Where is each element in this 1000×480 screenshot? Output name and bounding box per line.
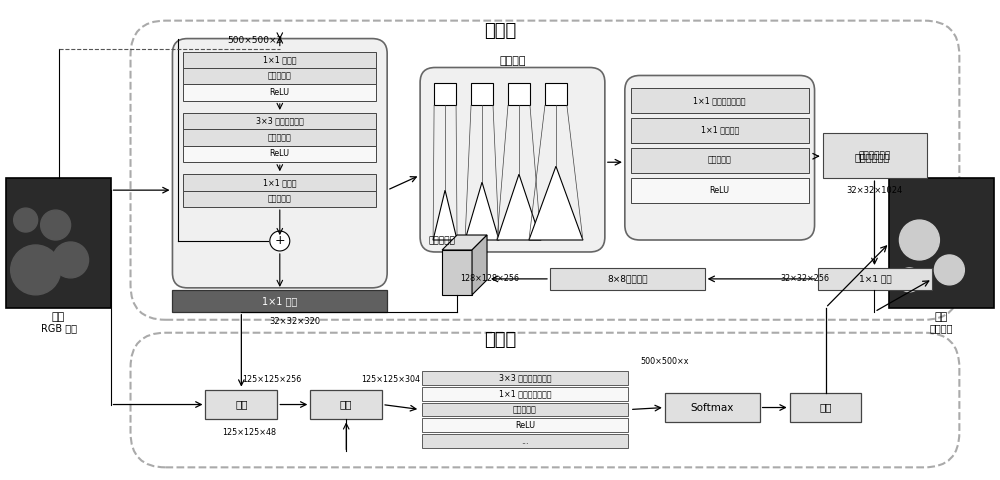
Bar bbox=[508, 84, 530, 106]
Bar bbox=[183, 68, 376, 84]
Text: 3×3 深度可分卷积: 3×3 深度可分卷积 bbox=[256, 117, 304, 126]
Text: ...: ... bbox=[521, 437, 529, 446]
Text: +: + bbox=[274, 235, 285, 248]
Text: 500×500×3: 500×500×3 bbox=[228, 36, 283, 45]
Bar bbox=[442, 250, 472, 295]
Bar bbox=[823, 133, 927, 178]
Bar bbox=[790, 393, 861, 422]
Text: RGB 图像: RGB 图像 bbox=[41, 323, 77, 333]
Text: 1×1 投影层: 1×1 投影层 bbox=[263, 178, 297, 187]
Bar bbox=[183, 113, 376, 129]
Bar bbox=[422, 371, 628, 384]
Text: 批量归一化: 批量归一化 bbox=[513, 405, 537, 414]
Bar bbox=[545, 84, 567, 106]
Bar bbox=[6, 178, 111, 308]
Text: 1×1 深度可分离卷积: 1×1 深度可分离卷积 bbox=[693, 96, 746, 105]
Circle shape bbox=[899, 220, 939, 260]
Polygon shape bbox=[529, 166, 583, 240]
Text: 125×125×304: 125×125×304 bbox=[362, 375, 421, 384]
Text: 1×1 卷积: 1×1 卷积 bbox=[859, 275, 891, 283]
Bar bbox=[550, 268, 705, 290]
FancyBboxPatch shape bbox=[172, 38, 387, 288]
Bar bbox=[183, 174, 376, 191]
Text: 125×125×256: 125×125×256 bbox=[242, 375, 301, 384]
Circle shape bbox=[934, 255, 964, 285]
Text: 1×1 逐点卷积: 1×1 逐点卷积 bbox=[701, 126, 739, 135]
Polygon shape bbox=[497, 174, 541, 240]
Bar bbox=[183, 191, 376, 207]
Circle shape bbox=[14, 208, 38, 232]
Bar bbox=[818, 268, 932, 290]
Text: 1×1 卷积: 1×1 卷积 bbox=[262, 296, 297, 306]
Text: 识别结果: 识别结果 bbox=[930, 323, 953, 333]
Bar bbox=[631, 178, 809, 203]
Bar bbox=[422, 419, 628, 432]
Text: 8×8转置卷积: 8×8转置卷积 bbox=[607, 275, 648, 283]
Circle shape bbox=[11, 245, 61, 295]
Text: ReLU: ReLU bbox=[710, 186, 730, 195]
Bar bbox=[422, 434, 628, 448]
Polygon shape bbox=[472, 235, 487, 295]
Text: 合并空洞卷积: 合并空洞卷积 bbox=[859, 152, 891, 161]
Polygon shape bbox=[465, 182, 499, 240]
Text: 125×125×48: 125×125×48 bbox=[222, 428, 276, 437]
Text: 批量归一化: 批量归一化 bbox=[268, 72, 292, 81]
Bar bbox=[422, 403, 628, 417]
Circle shape bbox=[41, 210, 71, 240]
Text: 输入: 输入 bbox=[52, 312, 65, 322]
Text: 32×32×1024: 32×32×1024 bbox=[846, 186, 903, 195]
Text: 批量归一化: 批量归一化 bbox=[268, 194, 292, 204]
Text: ReLU: ReLU bbox=[270, 149, 290, 158]
Bar bbox=[889, 178, 994, 308]
Bar bbox=[471, 84, 493, 106]
Text: ReLU: ReLU bbox=[270, 88, 290, 97]
Bar bbox=[183, 146, 376, 162]
FancyBboxPatch shape bbox=[420, 68, 605, 252]
Text: 编码器: 编码器 bbox=[484, 22, 516, 40]
Bar bbox=[183, 84, 376, 101]
Bar bbox=[172, 290, 387, 312]
Text: ReLU: ReLU bbox=[515, 421, 535, 430]
Text: 32×32×320: 32×32×320 bbox=[269, 317, 320, 326]
Bar bbox=[183, 51, 376, 68]
Text: 批量归一化: 批量归一化 bbox=[708, 156, 732, 165]
Text: 瓶颈残差块: 瓶颈残差块 bbox=[429, 237, 456, 245]
Text: 裁剪: 裁剪 bbox=[235, 399, 248, 409]
Bar bbox=[422, 386, 628, 400]
FancyBboxPatch shape bbox=[625, 75, 815, 240]
Text: 32×32×256: 32×32×256 bbox=[781, 275, 830, 283]
Bar bbox=[631, 118, 809, 143]
Text: 解码器: 解码器 bbox=[484, 331, 516, 348]
Circle shape bbox=[53, 242, 89, 278]
Circle shape bbox=[270, 231, 290, 251]
Text: Softmax: Softmax bbox=[691, 403, 734, 412]
Bar bbox=[631, 148, 809, 173]
Circle shape bbox=[897, 268, 921, 292]
Bar bbox=[434, 84, 456, 106]
Bar bbox=[310, 390, 382, 420]
Bar bbox=[183, 129, 376, 146]
Text: 合并空洞卷积: 合并空洞卷积 bbox=[855, 152, 890, 162]
Text: 500×500×x: 500×500×x bbox=[641, 357, 689, 366]
Text: 128×128×256: 128×128×256 bbox=[461, 275, 520, 283]
Bar bbox=[665, 393, 760, 422]
Text: 批量归一化: 批量归一化 bbox=[268, 133, 292, 142]
Text: 1×1 深度可分离卷积: 1×1 深度可分离卷积 bbox=[499, 389, 551, 398]
Text: 标签: 标签 bbox=[819, 403, 832, 412]
Text: 3×3 深度可分离卷积: 3×3 深度可分离卷积 bbox=[499, 373, 551, 382]
Text: 输出: 输出 bbox=[935, 312, 948, 322]
Text: 1×1 扩展层: 1×1 扩展层 bbox=[263, 55, 297, 64]
Polygon shape bbox=[433, 190, 457, 240]
Bar bbox=[631, 88, 809, 113]
Text: 合并: 合并 bbox=[340, 399, 352, 409]
Bar bbox=[205, 390, 277, 420]
Text: 空洞卷积: 空洞卷积 bbox=[499, 56, 526, 66]
Polygon shape bbox=[442, 235, 487, 250]
